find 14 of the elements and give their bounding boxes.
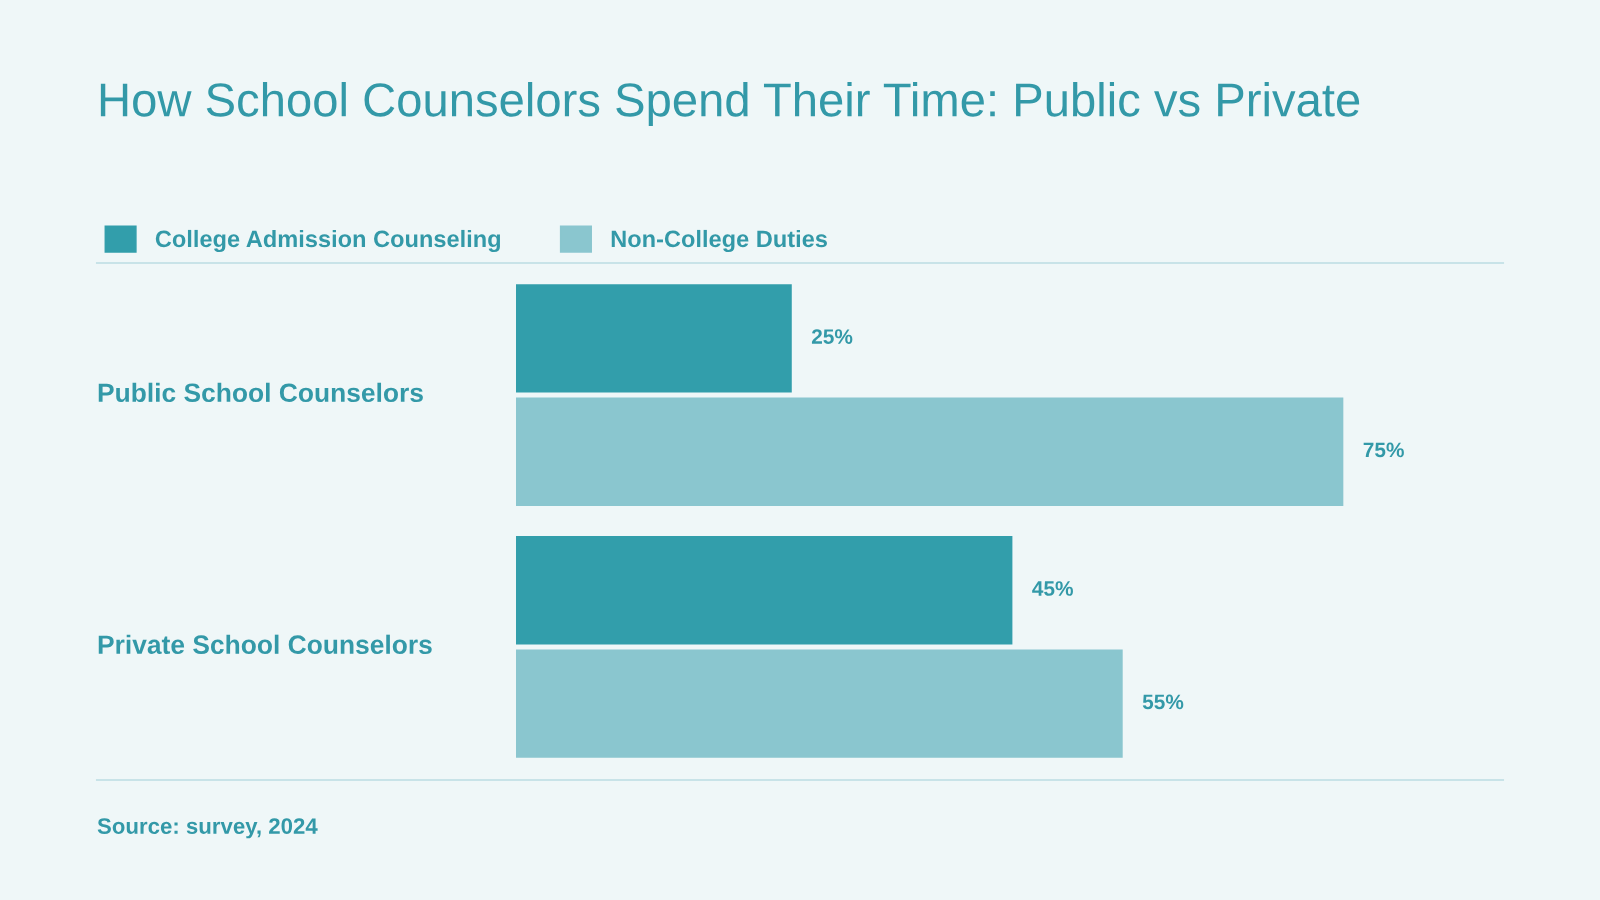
data-label: 45% xyxy=(1032,581,1073,596)
y-tick-label: Public School Counselors xyxy=(98,382,423,403)
data-label: 25% xyxy=(811,329,853,344)
y-tick-label: Private School Counselors xyxy=(98,634,432,655)
source-note: Source: survey, 2024 xyxy=(97,818,318,839)
data-label: 55% xyxy=(1142,694,1184,710)
bar xyxy=(516,284,792,393)
legend-label: Non-College Duties xyxy=(611,229,827,253)
chart-title: How School Counselors Spend Their Time: Public vs Private xyxy=(100,82,1360,127)
bar xyxy=(516,536,1013,645)
legend-label: College Admission Counseling xyxy=(155,229,501,253)
data-label: 75% xyxy=(1363,442,1404,458)
bar xyxy=(516,397,1344,506)
bar xyxy=(516,649,1123,758)
